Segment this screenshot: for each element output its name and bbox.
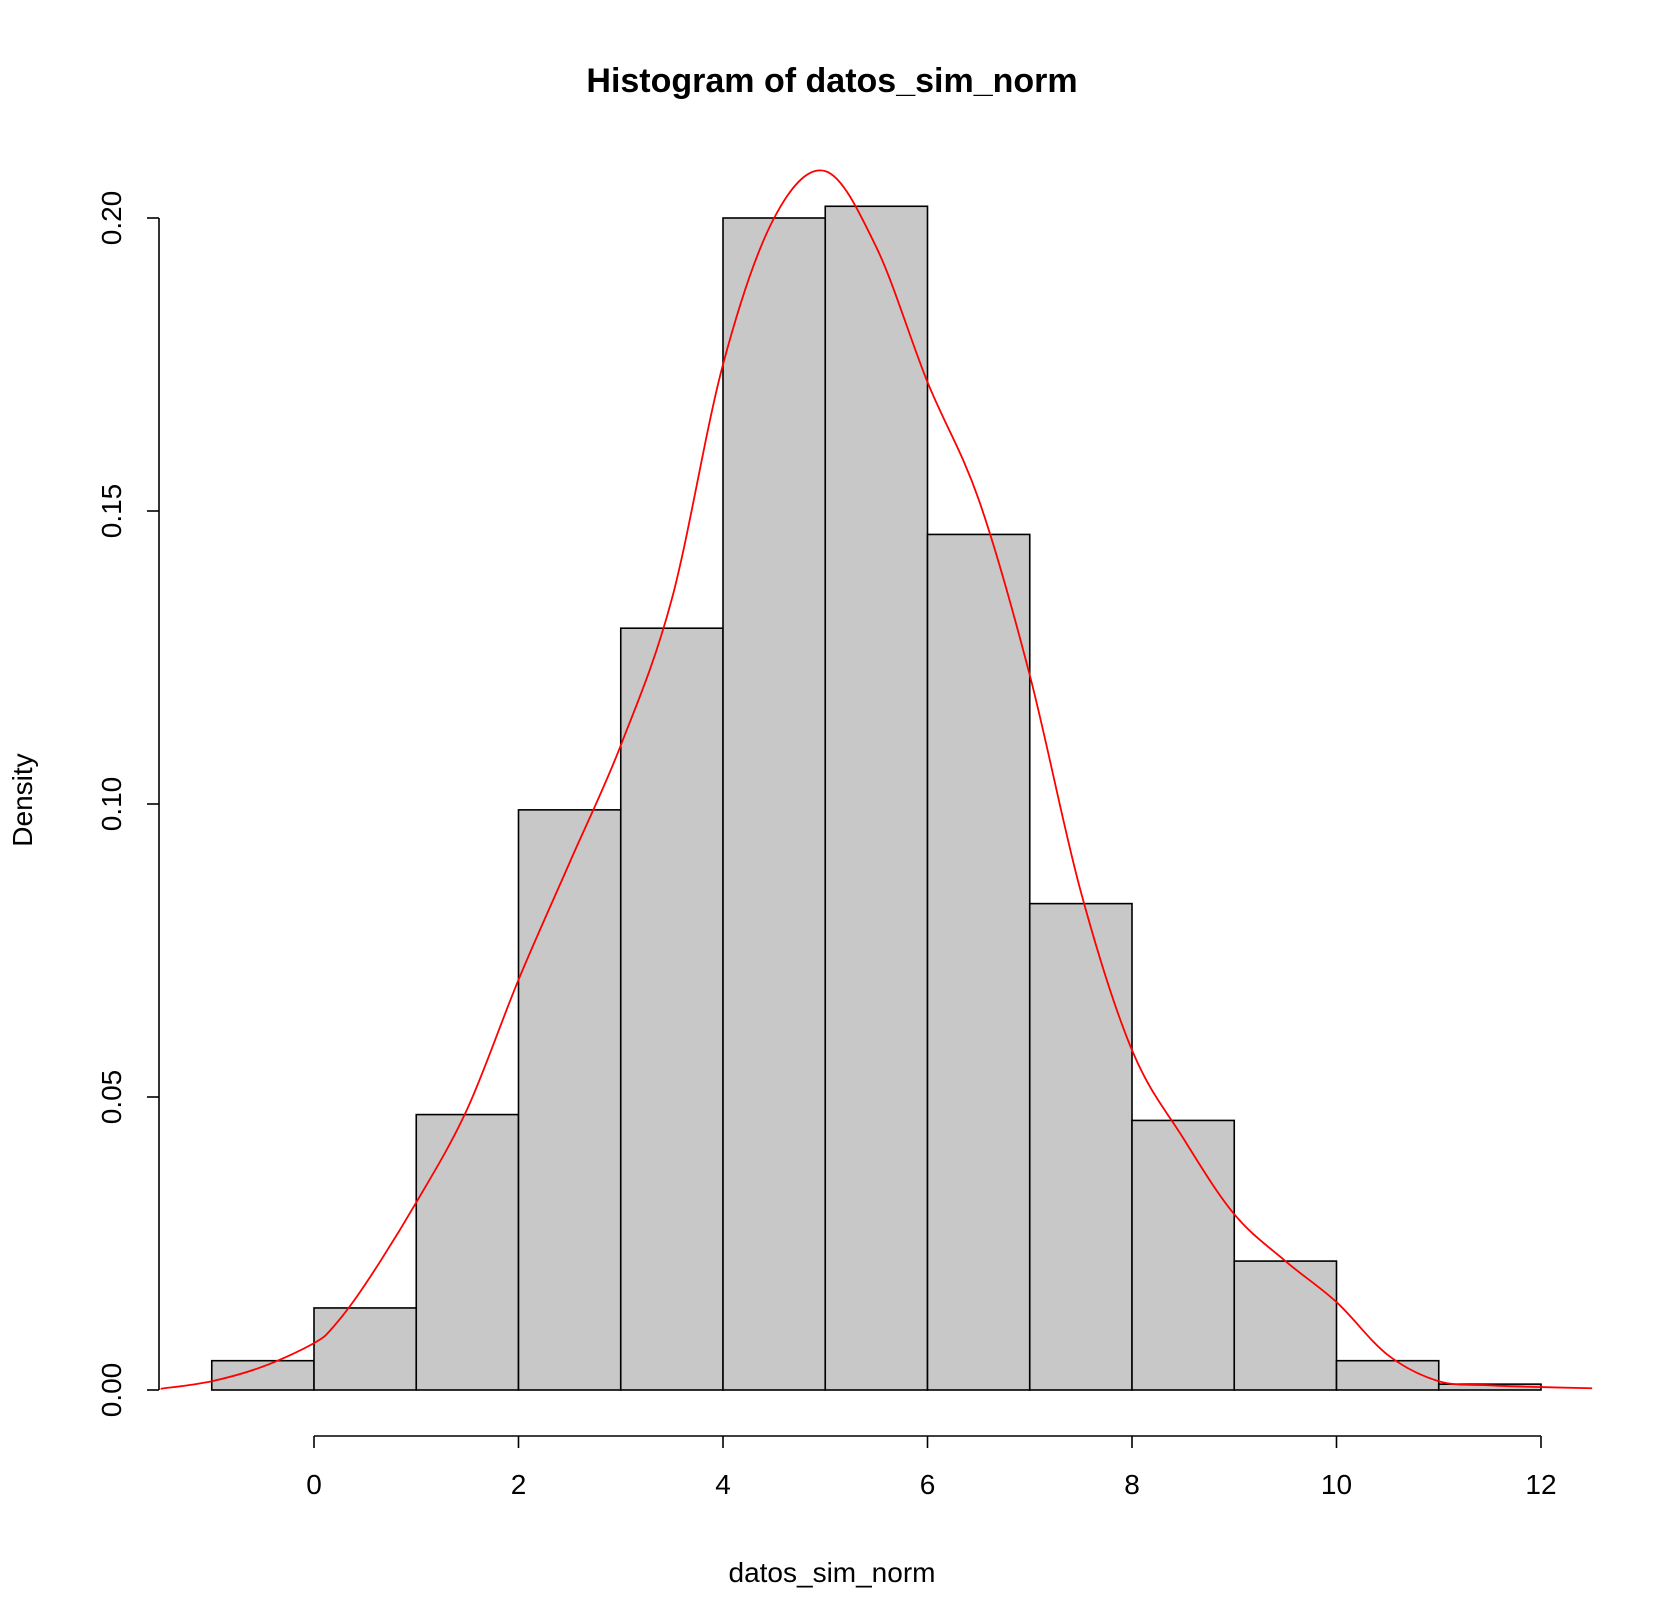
- histogram-bar-9: [1131, 1119, 1236, 1391]
- histogram-bars: [210, 205, 1542, 1391]
- x-tick-label-0: 0: [306, 1469, 322, 1500]
- histogram-bar-1: [313, 1307, 418, 1391]
- y-tick-label-1: 0.05: [96, 1070, 127, 1125]
- chart-title: Histogram of datos_sim_norm: [586, 62, 1077, 100]
- x-tick-label-2: 4: [715, 1469, 731, 1500]
- x-tick-label-1: 2: [511, 1469, 527, 1500]
- histogram-bar-3: [517, 809, 622, 1391]
- histogram-bar-2: [415, 1113, 520, 1391]
- x-tick-label-3: 6: [920, 1469, 936, 1500]
- histogram-bar-4: [619, 627, 724, 1391]
- y-tick-label-3: 0.15: [96, 484, 127, 539]
- x-tick-label-5: 10: [1321, 1469, 1352, 1500]
- histogram-bar-0: [210, 1359, 315, 1391]
- density-curve: [160, 169, 1593, 1390]
- histogram-bar-7: [926, 533, 1031, 1391]
- y-tick-label-2: 0.10: [96, 777, 127, 832]
- y-tick-label-0: 0.00: [96, 1363, 127, 1418]
- histogram-bar-10: [1233, 1260, 1338, 1391]
- x-tick-label-6: 12: [1525, 1469, 1556, 1500]
- y-axis: 0.00 0.05 0.10 0.15 0.20: [96, 191, 160, 1418]
- y-axis-label: Density: [7, 753, 38, 846]
- x-axis-label: datos_sim_norm: [729, 1557, 936, 1588]
- histogram-bar-8: [1028, 902, 1133, 1391]
- histogram-bar-6: [824, 205, 929, 1391]
- x-axis: 0 2 4 6 8 10 12: [306, 1435, 1557, 1500]
- histogram-bar-5: [722, 217, 827, 1391]
- y-tick-label-4: 0.20: [96, 191, 127, 246]
- x-tick-label-4: 8: [1124, 1469, 1140, 1500]
